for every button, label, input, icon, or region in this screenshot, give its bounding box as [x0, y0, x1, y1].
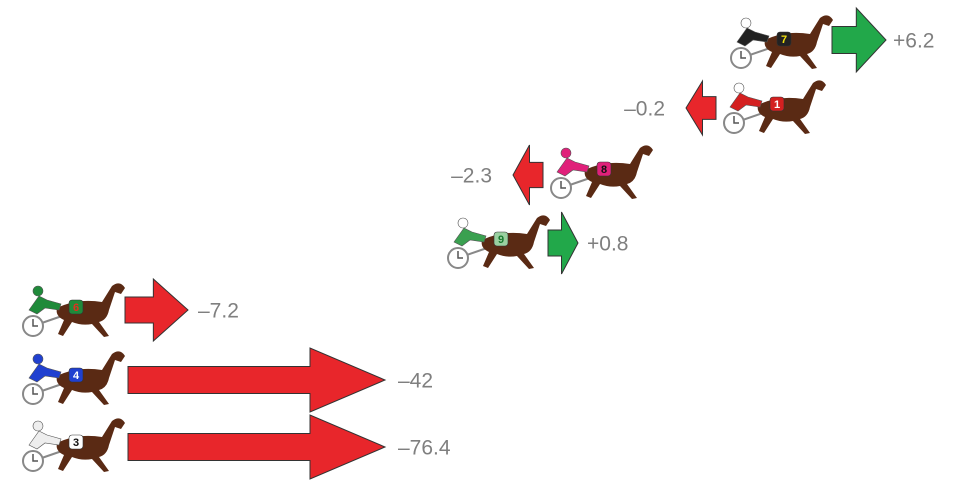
change-label: –7.2	[198, 300, 239, 323]
horse-number: 7	[781, 34, 787, 46]
horse-body	[482, 215, 550, 269]
jockey	[557, 158, 589, 176]
horse-number: 8	[601, 164, 607, 176]
jockey-cap	[33, 354, 43, 364]
jockey	[29, 431, 61, 449]
change-arrow	[125, 279, 188, 341]
horse-body	[758, 80, 826, 134]
jockey-cap	[33, 421, 43, 431]
horse-body	[765, 15, 833, 69]
change-arrow	[686, 81, 716, 135]
jockey-cap	[734, 83, 744, 93]
chart: 7 +6.2 1 –0.2 8 –2.3 9 +0.8 6 –7.2 4 –42 3 –76.4	[0, 0, 961, 481]
horse-number: 4	[73, 370, 80, 382]
change-arrow	[513, 145, 543, 205]
change-label: –0.2	[624, 98, 665, 121]
horse-number: 3	[73, 437, 79, 449]
jockey	[29, 296, 61, 314]
change-arrow	[128, 415, 385, 479]
horse-number: 1	[774, 99, 780, 111]
change-arrow	[128, 348, 385, 412]
horse-number: 9	[498, 234, 504, 246]
change-label: –42	[398, 370, 433, 393]
horse-body	[57, 351, 125, 405]
change-arrow	[548, 212, 578, 274]
jockey-cap	[741, 18, 751, 28]
change-label: –2.3	[451, 165, 492, 188]
horse-row: 8 –2.3	[451, 145, 653, 205]
change-label: +0.8	[587, 233, 628, 256]
change-label: –76.4	[398, 437, 451, 460]
jockey	[29, 364, 61, 382]
horse-row: 1 –0.2	[624, 80, 826, 135]
horse-body	[585, 145, 653, 199]
jockey-cap	[561, 148, 571, 158]
horse-row: 3 –76.4	[23, 415, 451, 479]
horse-row: 4 –42	[23, 348, 433, 412]
change-label: +6.2	[893, 30, 934, 53]
horse-number: 6	[73, 302, 79, 314]
jockey	[737, 28, 769, 46]
horse-row: 9 +0.8	[448, 212, 628, 274]
jockey	[730, 93, 762, 111]
horse-body	[57, 418, 125, 472]
horse-row: 7 +6.2	[731, 8, 934, 72]
horse-body	[57, 283, 125, 337]
jockey	[454, 228, 486, 246]
change-arrow	[832, 8, 886, 72]
jockey-cap	[33, 286, 43, 296]
jockey-cap	[458, 218, 468, 228]
horse-row: 6 –7.2	[23, 279, 239, 341]
